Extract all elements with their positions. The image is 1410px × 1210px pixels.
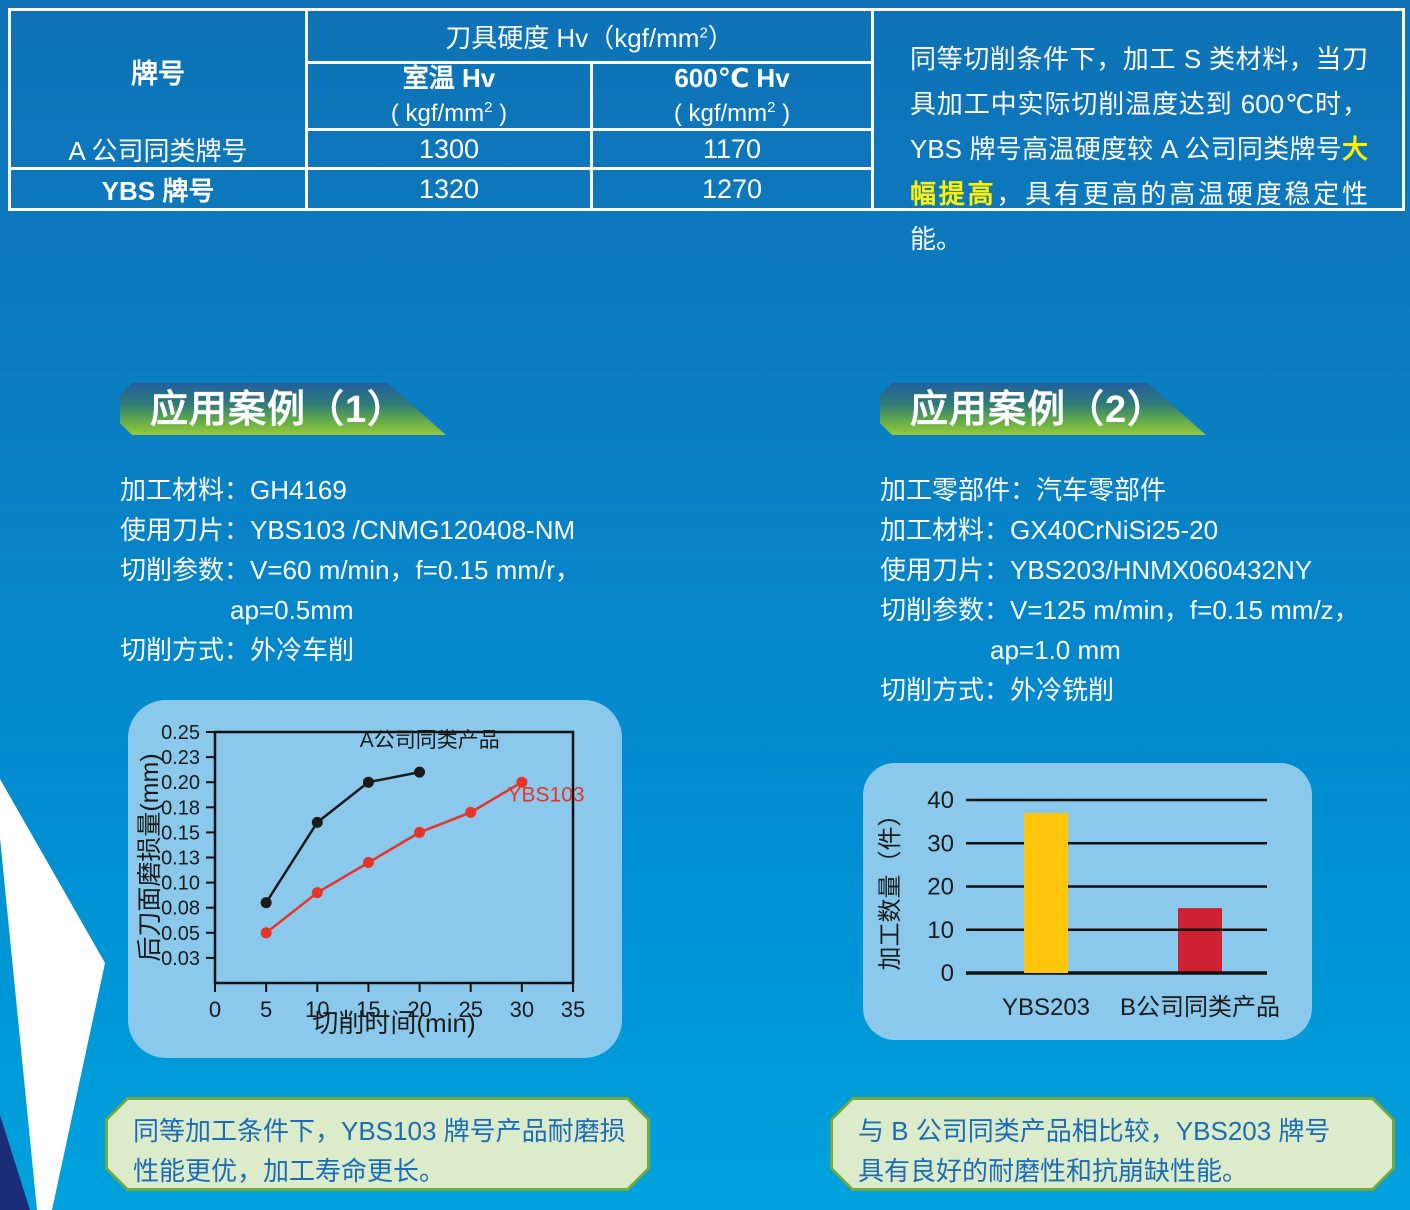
wear-chart-panel: 0.25 0.23 0.20 0.18 0.15 0.13 0.10 0.08 0.05 0.03…: [128, 700, 622, 1058]
case1-callout-line1: 同等加工条件下，YBS103 牌号产品耐磨损: [133, 1116, 626, 1146]
svg-text:YBS103: YBS103: [508, 783, 585, 806]
case1-callout-line2: 性能更优，加工寿命更长。: [133, 1156, 446, 1186]
svg-text:0.03: 0.03: [161, 948, 200, 970]
svg-text:20: 20: [407, 997, 431, 1022]
case1-banner-title: 应用案例（1）: [150, 389, 407, 431]
svg-text:B公司同类产品: B公司同类产品: [1120, 994, 1280, 1021]
svg-text:0.13: 0.13: [161, 848, 200, 870]
svg-text:0: 0: [941, 960, 954, 987]
svg-text:30: 30: [927, 830, 954, 857]
svg-text:10: 10: [927, 917, 954, 944]
case2-insert-line: 使用刀片：YBS203/HNMX060432NY: [880, 555, 1313, 585]
svg-text:A公司同类产品: A公司同类产品: [360, 729, 500, 752]
case2-banner-title: 应用案例（2）: [910, 389, 1167, 431]
case2-callout-line1: 与 B 公司同类产品相比较，YBS203 牌号: [858, 1116, 1331, 1146]
table-header-brand: 牌号: [11, 11, 308, 131]
table-cell-competitor-room: 1300: [308, 131, 593, 170]
note-text: 同等切削条件下，加工 S 类材料，当刀具加工中实际切削温度达到 600℃时，YB…: [910, 44, 1368, 164]
hardness-note: 同等切削条件下，加工 S 类材料，当刀具加工中实际切削温度达到 600℃时，YB…: [871, 11, 1402, 254]
case1-material-line: 加工材料：GH4169: [120, 475, 347, 505]
svg-text:25: 25: [458, 997, 482, 1022]
svg-text:加工数量（件）: 加工数量（件）: [877, 803, 904, 971]
table-header-hardness: 刀具硬度 Hv（kgf/mm2）: [308, 11, 871, 64]
case2-params-line: 切削参数：V=125 m/min，f=0.15 mm/z，: [880, 595, 1360, 625]
hardness-comparison-section: 牌号 刀具硬度 Hv（kgf/mm2） 室温 Hv ( kgf/mm2 ) 60…: [8, 8, 1405, 254]
svg-text:15: 15: [356, 997, 380, 1022]
svg-text:0.25: 0.25: [161, 722, 200, 744]
quantity-chart-panel: 0 10 20 30 40 YBS203 B公司同类产品 加工数量（件）: [863, 763, 1312, 1040]
svg-text:0.18: 0.18: [161, 797, 200, 819]
case2-callout-line2: 具有良好的耐磨性和抗崩缺性能。: [858, 1156, 1249, 1186]
hardness-table: 牌号 刀具硬度 Hv（kgf/mm2） 室温 Hv ( kgf/mm2 ) 60…: [11, 11, 871, 208]
wear-line-chart: 0.25 0.23 0.20 0.18 0.15 0.13 0.10 0.08 0.05 0.03…: [136, 722, 585, 1038]
case1-insert-line: 使用刀片：YBS103 /CNMG120408-NM: [120, 515, 576, 545]
case2-params-line2: ap=1.0 mm: [990, 635, 1121, 665]
svg-text:0.05: 0.05: [161, 923, 200, 945]
quantity-bar-chart: 0 10 20 30 40 YBS203 B公司同类产品 加工数量（件）: [877, 787, 1280, 1021]
note-highlight: 大幅提高: [910, 134, 1368, 209]
table-cell-ybs-room: 1320: [308, 170, 593, 208]
svg-text:35: 35: [561, 997, 585, 1022]
case1-callout-text: 同等加工条件下，YBS103 牌号产品耐磨损 性能更优，加工寿命更长。: [108, 1100, 647, 1188]
table-cell-ybs-600: 1270: [701, 173, 763, 204]
svg-text:40: 40: [927, 787, 954, 814]
case2-callout-text: 与 B 公司同类产品相比较，YBS203 牌号 具有良好的耐磨性和抗崩缺性能。: [833, 1100, 1392, 1188]
svg-text:切削时间(min): 切削时间(min): [312, 1008, 475, 1038]
svg-text:0.20: 0.20: [161, 772, 200, 794]
case1-banner: 应用案例（1）: [120, 383, 446, 435]
case2-part-line: 加工零部件：汽车零部件: [880, 475, 1167, 505]
svg-text:后刀面磨损量(mm): 后刀面磨损量(mm): [136, 753, 164, 961]
case1-params-line: 切削参数：V=60 m/min，f=0.15 mm/r，: [120, 555, 581, 585]
table-cell-competitor-600: 1170: [593, 131, 871, 170]
note-text-tail: ，具有更高的高温硬度稳定性能。: [910, 179, 1368, 254]
svg-text:0.23: 0.23: [161, 747, 200, 769]
table-row-competitor-brand: A 公司同类牌号: [11, 131, 308, 170]
case1-details: 加工材料：GH4169 使用刀片：YBS103 /CNMG120408-NM 切…: [120, 470, 581, 670]
case2-method-line: 切削方式：外冷铣削: [880, 675, 1115, 705]
svg-text:30: 30: [510, 997, 534, 1022]
case1-callout: 同等加工条件下，YBS103 牌号产品耐磨损 性能更优，加工寿命更长。: [105, 1097, 650, 1191]
svg-text:5: 5: [260, 997, 272, 1022]
svg-text:YBS203: YBS203: [1002, 994, 1090, 1021]
case1-params-line2: ap=0.5mm: [230, 595, 354, 625]
case1-method-line: 切削方式：外冷车削: [120, 635, 355, 665]
case2-callout: 与 B 公司同类产品相比较，YBS203 牌号 具有良好的耐磨性和抗崩缺性能。: [830, 1097, 1395, 1191]
svg-text:10: 10: [305, 997, 329, 1022]
svg-text:20: 20: [927, 874, 954, 901]
table-row-ybs-brand: YBS 牌号: [11, 170, 308, 208]
svg-text:0.15: 0.15: [161, 822, 200, 844]
svg-text:0.10: 0.10: [161, 873, 200, 895]
table-header-600c: 600℃ Hv ( kgf/mm2 ): [593, 63, 871, 131]
case2-material-line: 加工材料：GX40CrNiSi25-20: [880, 515, 1219, 545]
svg-text:0.08: 0.08: [161, 898, 200, 920]
case2-details: 加工零部件：汽车零部件 加工材料：GX40CrNiSi25-20 使用刀片：YB…: [880, 470, 1360, 710]
svg-text:0: 0: [209, 997, 221, 1022]
table-header-room-temp: 室温 Hv ( kgf/mm2 ): [308, 63, 593, 131]
case2-banner: 应用案例（2）: [880, 383, 1206, 435]
